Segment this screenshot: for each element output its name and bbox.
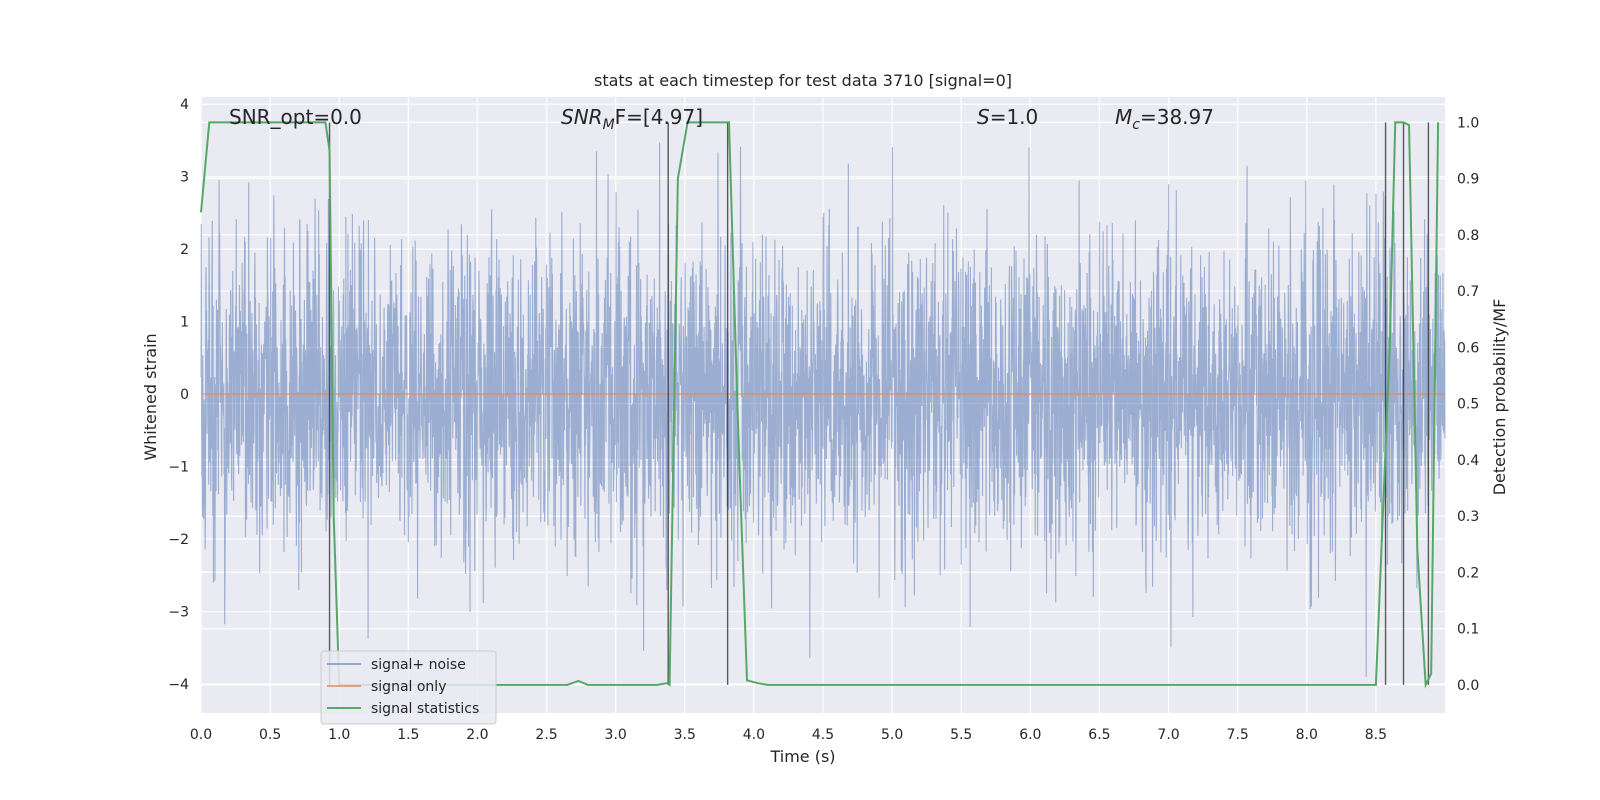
x-tick-label: 2.5 [535, 727, 557, 743]
y-right-tick-label: 1.0 [1457, 115, 1479, 131]
detection-vertical-lines [328, 122, 1430, 685]
legend-label-noise: signal+ noise [371, 657, 466, 673]
x-tick-label: 8.0 [1296, 727, 1318, 743]
signal-statistics-line [200, 121, 1440, 689]
x-tick-label: 8.5 [1365, 727, 1387, 743]
y-right-tick-label: 0.7 [1457, 284, 1479, 300]
x-tick-label: 6.0 [1019, 727, 1041, 743]
legend-box [320, 650, 497, 725]
x-tick-label: 0.0 [190, 727, 212, 743]
y-right-tick-label: 0.9 [1457, 172, 1479, 188]
x-tick-label: 7.5 [1227, 727, 1249, 743]
y-right-tick-labels: 1.0 0.9 0.8 0.7 0.6 0.5 0.4 0.3 0.2 0.1 0.0 [1457, 115, 1479, 694]
chart-title: stats at each timestep for test data 371… [594, 71, 1012, 90]
mc-annotation: Mc=38.97 [1115, 105, 1214, 133]
y-tick-labels: 4 3 2 1 0 −1 −2 −3 −4 [168, 97, 189, 693]
x-tick-labels: 0.0 0.5 1.0 1.5 2.0 2.5 3.0 3.5 4.0 4.5 5.0 5.5 6.0 6… [190, 727, 1387, 743]
legend-label-signal: signal only [371, 679, 446, 695]
y-tick-label: 1 [180, 315, 189, 331]
snr-opt-annotation: SNR_opt=0.0 [229, 105, 362, 129]
s-annotation: S=1.0 [977, 105, 1038, 129]
x-tick-label: 2.0 [466, 727, 488, 743]
x-tick-label: 5.0 [881, 727, 903, 743]
x-tick-label: 6.5 [1088, 727, 1110, 743]
y-right-tick-label: 0.4 [1457, 453, 1479, 469]
x-tick-label: 1.5 [397, 727, 419, 743]
x-tick-label: 3.5 [674, 727, 696, 743]
y-right-tick-label: 0.1 [1457, 622, 1479, 638]
x-tick-label: 1.0 [328, 727, 350, 743]
y-tick-label: 2 [180, 242, 189, 258]
signal-noise-series [200, 142, 1446, 677]
x-tick-label: 4.0 [743, 727, 765, 743]
y-right-tick-label: 0.2 [1457, 565, 1479, 581]
y-tick-label: −1 [168, 460, 189, 476]
y-right-tick-label: 0.5 [1457, 397, 1479, 413]
legend-label-stats: signal statistics [371, 701, 479, 717]
x-tick-label: 7.0 [1157, 727, 1179, 743]
signal-statistics-series [200, 121, 1440, 689]
x-tick-label: 3.0 [605, 727, 627, 743]
x-tick-label: 5.5 [950, 727, 972, 743]
x-tick-label: 0.5 [259, 727, 281, 743]
x-tick-label: 4.5 [812, 727, 834, 743]
y-right-tick-label: 0.3 [1457, 509, 1479, 525]
y-tick-label: −4 [168, 677, 189, 693]
y-right-axis-label: Detection probability/MF [1490, 299, 1509, 496]
y-right-tick-label: 0.8 [1457, 228, 1479, 244]
noise-trace [200, 142, 1446, 677]
y-right-tick-label: 0.0 [1457, 678, 1479, 694]
snr-mf-annotation: SNRMF=[4.97] [561, 105, 703, 133]
x-axis-label: Time (s) [769, 747, 835, 766]
y-axis-label: Whitened strain [141, 333, 160, 460]
y-right-tick-label: 0.6 [1457, 340, 1479, 356]
y-tick-label: −2 [168, 532, 189, 548]
y-tick-label: −3 [168, 605, 189, 621]
y-tick-label: 3 [180, 170, 189, 186]
y-tick-label: 0 [180, 387, 189, 403]
y-tick-label: 4 [180, 97, 189, 113]
legend: signal+ noise signal only signal statist… [320, 650, 497, 725]
